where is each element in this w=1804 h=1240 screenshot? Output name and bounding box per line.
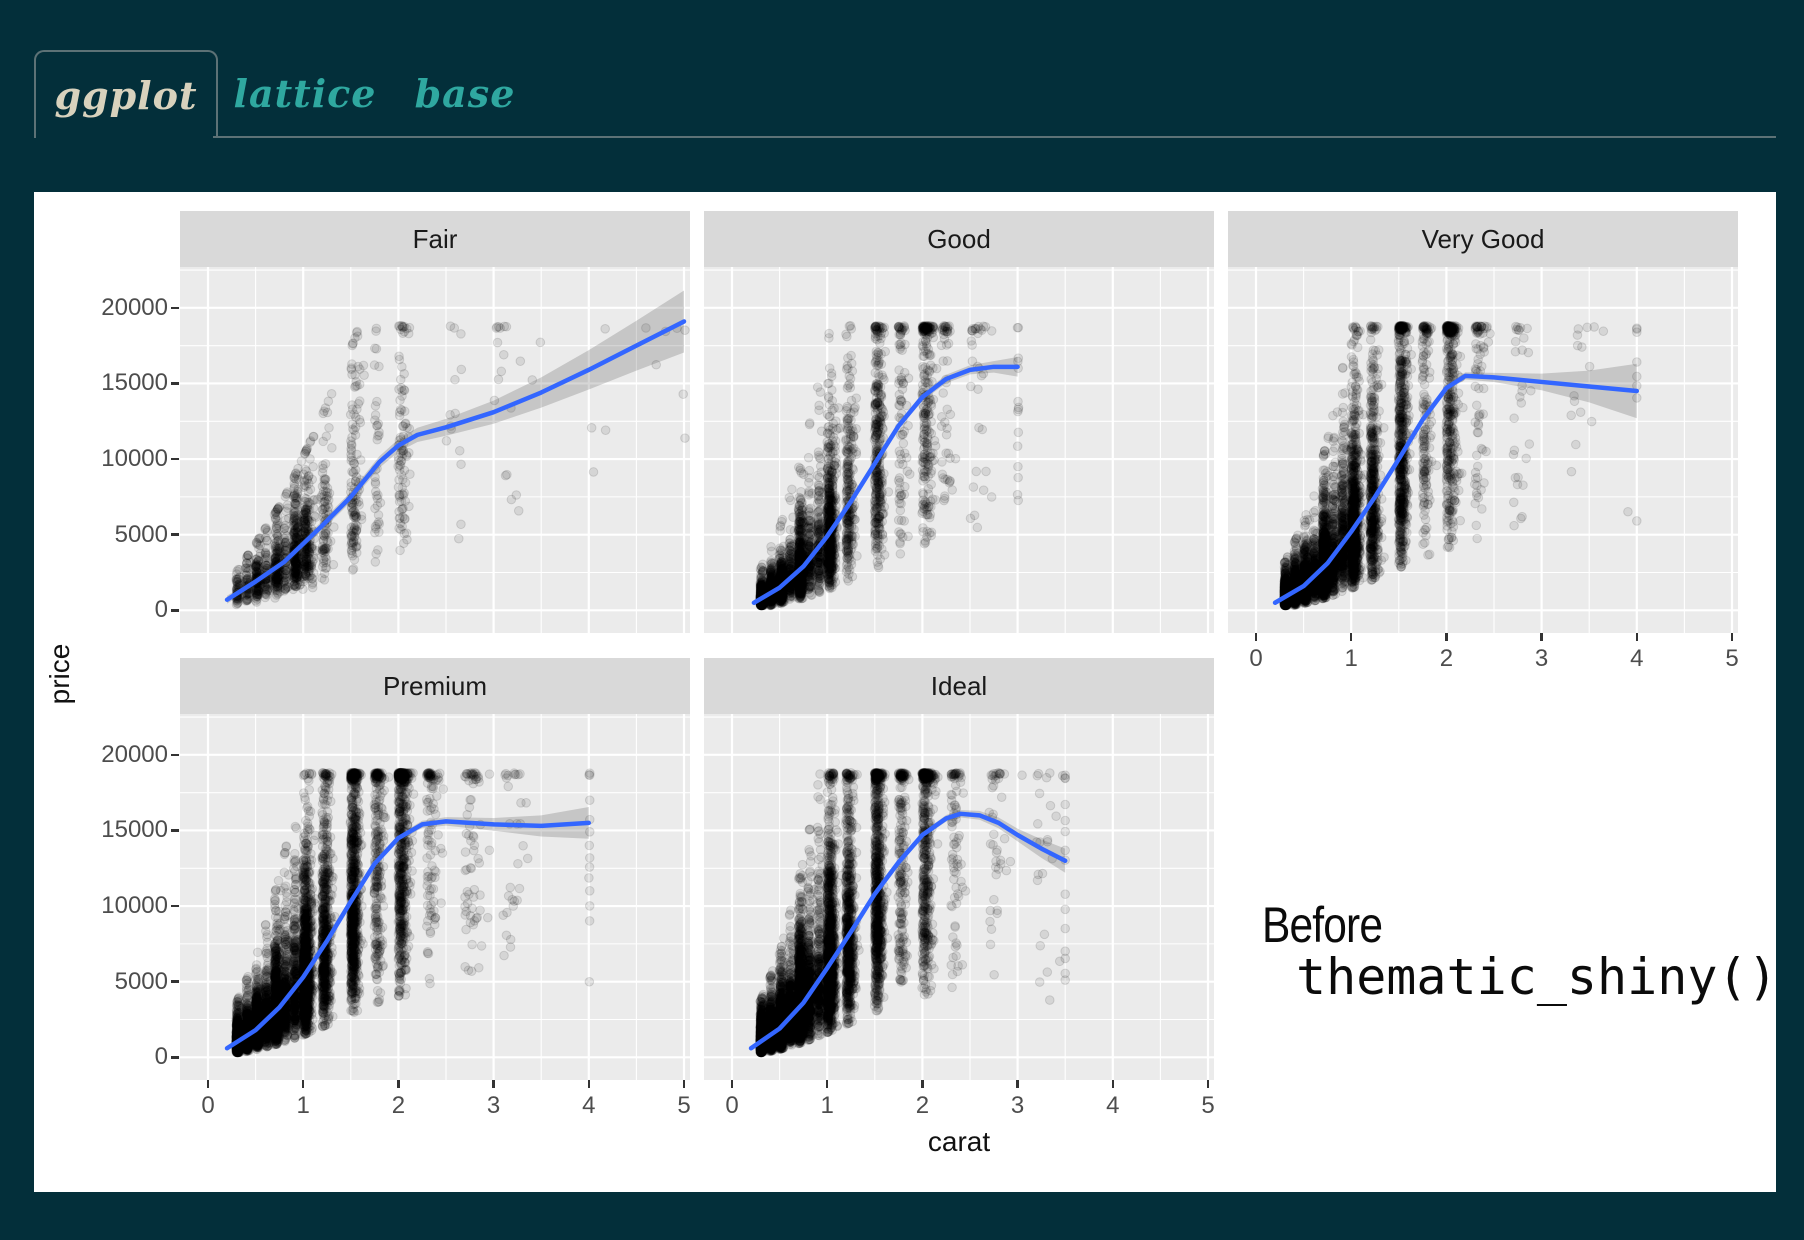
x-tick-mark xyxy=(730,1080,734,1088)
y-tick-label: 0 xyxy=(154,1043,168,1071)
x-tick-label: 2 xyxy=(1439,645,1454,672)
x-tick-label: 1 xyxy=(820,1092,834,1119)
x-tick-label: 4 xyxy=(582,1092,596,1119)
y-tick-mark xyxy=(171,829,179,832)
x-tick-mark xyxy=(587,1080,591,1088)
y-tick-label: 15000 xyxy=(101,816,168,844)
y-tick-mark xyxy=(171,753,179,757)
annotation-before: Before xyxy=(1262,897,1383,953)
y-tick-label: 15000 xyxy=(101,369,168,397)
x-tick-mark xyxy=(825,1080,829,1088)
x-tick-label: 2 xyxy=(391,1092,406,1119)
facet-strip-good: Good xyxy=(704,211,1214,267)
x-tick-label: 0 xyxy=(1249,645,1263,672)
x-tick-mark xyxy=(301,1080,305,1088)
tab-ggplot-label: ggplot xyxy=(54,72,198,118)
x-tick-mark xyxy=(1349,633,1353,641)
facet-panel-premium xyxy=(180,714,690,1080)
x-tick-label: 1 xyxy=(296,1092,310,1119)
y-tick-label: 10000 xyxy=(101,445,168,473)
y-tick-mark xyxy=(171,382,179,385)
x-axis-title: carat xyxy=(927,1126,991,1157)
facet-strip-label: Very Good xyxy=(1421,223,1545,254)
y-tick-mark xyxy=(171,306,179,310)
facet-panel-fair xyxy=(180,267,690,633)
facet-panel-good xyxy=(704,267,1214,633)
x-tick-label: 3 xyxy=(1534,645,1549,672)
facet-strip-ideal: Ideal xyxy=(704,658,1214,714)
x-tick-label: 3 xyxy=(1010,1092,1025,1119)
x-tick-mark xyxy=(492,1080,495,1088)
annotation-code: thematic_shiny() xyxy=(1296,948,1778,1006)
x-tick-label: 5 xyxy=(677,1092,691,1119)
y-tick-label: 5000 xyxy=(114,520,168,548)
y-tick-label: 0 xyxy=(154,596,168,624)
tab-bar: ggplot lattice base xyxy=(0,0,1804,140)
x-tick-mark xyxy=(1730,633,1734,641)
x-tick-label: 4 xyxy=(1106,1092,1120,1119)
tab-base[interactable]: base xyxy=(410,50,520,136)
y-tick-mark xyxy=(171,980,179,983)
x-tick-mark xyxy=(1206,1080,1210,1088)
y-tick-mark xyxy=(171,609,179,612)
tab-lattice-label: lattice xyxy=(233,70,377,116)
facet-strip-fair: Fair xyxy=(180,211,690,267)
x-tick-label: 3 xyxy=(486,1092,501,1119)
facet-strip-very-good: Very Good xyxy=(1228,211,1738,267)
facet-panel-ideal xyxy=(704,714,1214,1080)
x-tick-mark xyxy=(1635,633,1639,641)
x-tick-mark xyxy=(682,1080,686,1088)
facet-strip-label: Premium xyxy=(382,670,487,701)
x-tick-label: 1 xyxy=(1344,645,1358,672)
x-tick-mark xyxy=(1254,633,1258,641)
plot-output-card: carat price Before thematic_shiny() Fair… xyxy=(34,192,1778,1192)
y-tick-mark xyxy=(171,457,179,461)
y-tick-label: 20000 xyxy=(101,740,168,768)
x-tick-label: 5 xyxy=(1725,645,1739,672)
tab-lattice[interactable]: lattice xyxy=(234,50,376,136)
x-tick-mark xyxy=(206,1080,210,1088)
x-tick-label: 0 xyxy=(725,1092,739,1119)
x-tick-mark xyxy=(1111,1080,1115,1088)
y-tick-label: 5000 xyxy=(114,967,168,995)
x-tick-label: 2 xyxy=(915,1092,930,1119)
facet-strip-label: Ideal xyxy=(930,670,988,701)
facet-strip-label: Good xyxy=(927,223,991,254)
tab-ggplot[interactable]: ggplot xyxy=(34,50,218,138)
y-tick-mark xyxy=(171,904,179,908)
facet-strip-premium: Premium xyxy=(180,658,690,714)
y-tick-label: 20000 xyxy=(101,293,168,321)
facet-panel-very-good xyxy=(1228,267,1738,633)
tab-bar-underline xyxy=(213,136,1776,138)
tab-base-label: base xyxy=(414,70,516,116)
x-tick-mark xyxy=(397,1080,400,1088)
x-tick-label: 4 xyxy=(1630,645,1644,672)
x-tick-mark xyxy=(1540,633,1543,641)
x-tick-mark xyxy=(921,1080,924,1088)
y-axis-title: price xyxy=(44,643,75,705)
y-tick-mark xyxy=(171,1056,179,1059)
facet-strip-label: Fair xyxy=(412,223,458,254)
x-tick-mark xyxy=(1445,633,1448,641)
x-tick-mark xyxy=(1016,1080,1019,1088)
y-tick-mark xyxy=(171,533,179,536)
x-tick-label: 5 xyxy=(1201,1092,1215,1119)
x-tick-label: 0 xyxy=(201,1092,215,1119)
y-tick-label: 10000 xyxy=(101,892,168,920)
